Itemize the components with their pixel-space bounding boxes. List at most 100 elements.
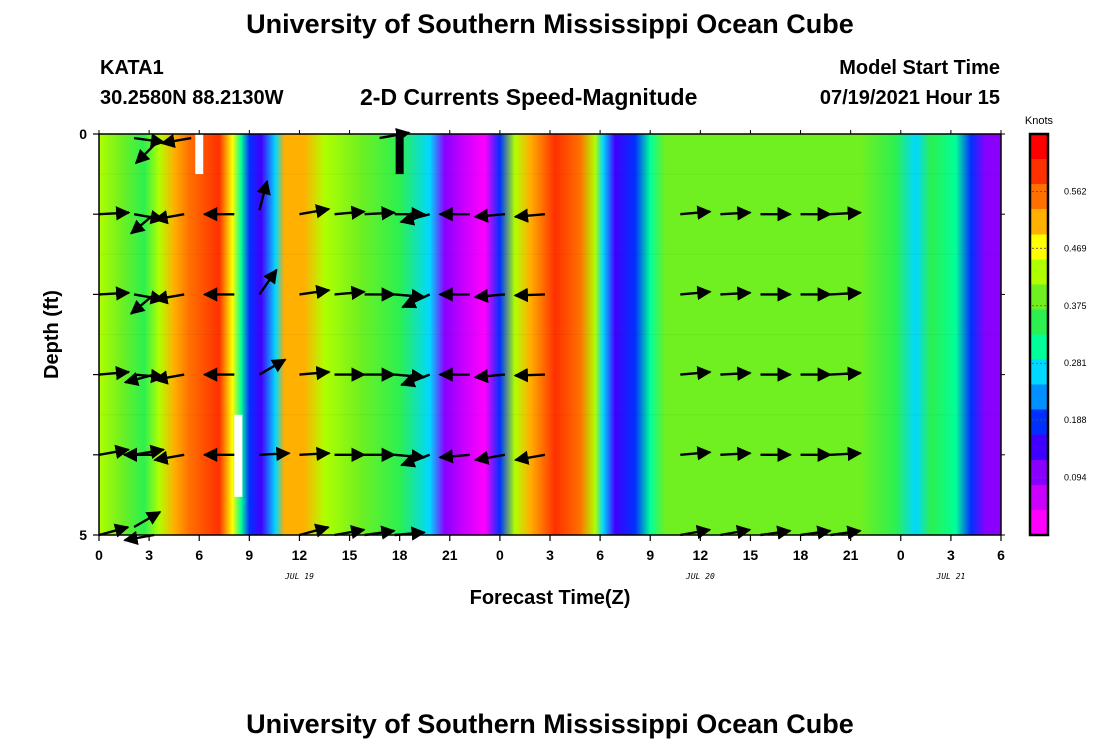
current-vector-arrow: [334, 205, 366, 220]
main-title: University of Southern Mississippi Ocean…: [246, 9, 854, 39]
x-tick-label: 9: [245, 547, 253, 563]
current-vector-arrow: [364, 206, 396, 221]
y-axis-label: Depth (ft): [41, 290, 63, 379]
current-vector-arrow: [830, 206, 863, 221]
current-vector-arrow: [258, 358, 287, 376]
current-vector-arrow: [153, 370, 185, 385]
current-vector-arrow: [720, 524, 752, 540]
current-vector-arrow: [680, 285, 712, 301]
current-vectors: [98, 127, 863, 546]
x-tick-label: 15: [342, 547, 358, 563]
model-start-value: 07/19/2021 Hour 15: [819, 87, 1000, 109]
colorbar-tick-label: 0.375: [1064, 301, 1087, 311]
x-tick-label: 21: [843, 547, 859, 563]
vertical-markers: [195, 134, 404, 175]
speed-field: [99, 134, 1001, 535]
x-tick-label: 0: [897, 547, 905, 563]
current-vector-arrow: [259, 446, 291, 462]
current-vector-arrow: [680, 524, 712, 540]
current-vector-arrow: [98, 286, 131, 301]
current-vector-arrow: [400, 453, 431, 468]
x-axis: 0 3 6 9 12 15 18 21 0 3 6 9 12 15 18 21 0 3 6: [95, 130, 1005, 563]
x-tick-label: 12: [693, 547, 709, 563]
colorbar-tick-label: 0.094: [1064, 473, 1087, 483]
y-axis: 05: [79, 126, 1005, 543]
x-tick-label: 18: [392, 547, 408, 563]
speed-field-fill: [99, 134, 1001, 535]
current-vector-arrow: [258, 268, 278, 296]
blanked-cell: [234, 414, 243, 497]
current-vector-arrow: [299, 284, 331, 300]
current-vector-arrow: [399, 211, 431, 226]
current-vector-arrow: [401, 293, 431, 309]
current-vector-arrow: [720, 446, 752, 462]
x-tick-label: 15: [743, 547, 759, 563]
current-vector-arrow: [98, 206, 131, 221]
current-vector-arrow: [680, 205, 712, 220]
chart-subtitle: 2-D Currents Speed-Magnitude: [360, 84, 698, 110]
current-vector-arrow: [680, 446, 712, 461]
current-vector-arrow: [513, 450, 546, 465]
current-vector-arrow: [299, 523, 330, 538]
current-vector-arrow: [123, 372, 155, 386]
colorbar-tick-label: 0.562: [1064, 186, 1087, 196]
colorbar-tick-label: 0.469: [1064, 243, 1087, 253]
current-vector-arrow: [129, 213, 155, 235]
x-tick-label: 21: [442, 547, 458, 563]
colorbar-tick-label: 0.281: [1064, 358, 1087, 368]
x-tick-label: 3: [947, 547, 955, 563]
current-vector-arrow: [830, 366, 863, 381]
current-vector-arrow: [473, 368, 506, 384]
date-label: JUL 20: [685, 572, 715, 581]
colorbar-unit-label: Knots: [1025, 115, 1054, 127]
colorbar: 0.094 0.188 0.281 0.375 0.469 0.562: [1028, 132, 1087, 537]
x-tick-label: 0: [95, 547, 103, 563]
colorbar-fill: [1028, 132, 1050, 537]
current-vector-arrow: [720, 366, 752, 381]
current-vector-arrow: [299, 204, 331, 219]
current-vector-arrow: [680, 365, 712, 381]
current-vector-arrow: [334, 524, 366, 540]
x-tick-label: 12: [292, 547, 308, 563]
current-vector-arrow: [299, 365, 331, 381]
x-tick-label: 3: [546, 547, 554, 563]
x-axis-label: Forecast Time(Z): [470, 587, 631, 609]
date-label: JUL 21: [935, 572, 965, 581]
current-vector-arrow: [513, 287, 546, 303]
current-vector-arrow: [400, 373, 431, 388]
y-tick-label: 0: [79, 126, 87, 142]
station-coordinates: 30.2580N 88.2130W: [100, 87, 284, 109]
current-vector-arrow: [334, 285, 366, 301]
current-vector-arrow: [153, 450, 185, 465]
current-vector-arrow: [160, 133, 192, 149]
date-labels: JUL 19 JUL 20 JUL 21: [284, 572, 965, 581]
footer-title: University of Southern Mississippi Ocean…: [246, 709, 854, 739]
current-vector-arrow: [98, 523, 130, 538]
current-vector-arrow: [153, 210, 185, 225]
x-tick-label: 18: [793, 547, 809, 563]
current-vector-arrow: [153, 290, 185, 305]
x-tick-label: 6: [596, 547, 604, 563]
vertical-marker: [195, 134, 204, 175]
current-vector-arrow: [473, 208, 506, 223]
current-vector-arrow: [513, 208, 546, 223]
current-vector-arrow: [720, 286, 752, 301]
blanked-cells: [234, 414, 243, 497]
current-vector-arrow: [438, 449, 470, 464]
current-vector-arrow: [256, 179, 271, 211]
station-id: KATA1: [100, 57, 164, 79]
current-vector-arrow: [133, 510, 162, 529]
current-vector-arrow: [134, 141, 158, 165]
vertical-marker: [395, 134, 404, 175]
y-tick-label: 5: [79, 527, 87, 543]
current-vector-arrow: [133, 133, 166, 148]
current-vector-arrow: [129, 293, 155, 315]
current-vector-arrow: [473, 288, 506, 304]
current-vector-arrow: [830, 446, 863, 462]
x-tick-label: 3: [145, 547, 153, 563]
current-vector-arrow: [473, 450, 506, 465]
date-label: JUL 19: [284, 572, 314, 581]
colorbar-tick-label: 0.188: [1064, 415, 1087, 425]
